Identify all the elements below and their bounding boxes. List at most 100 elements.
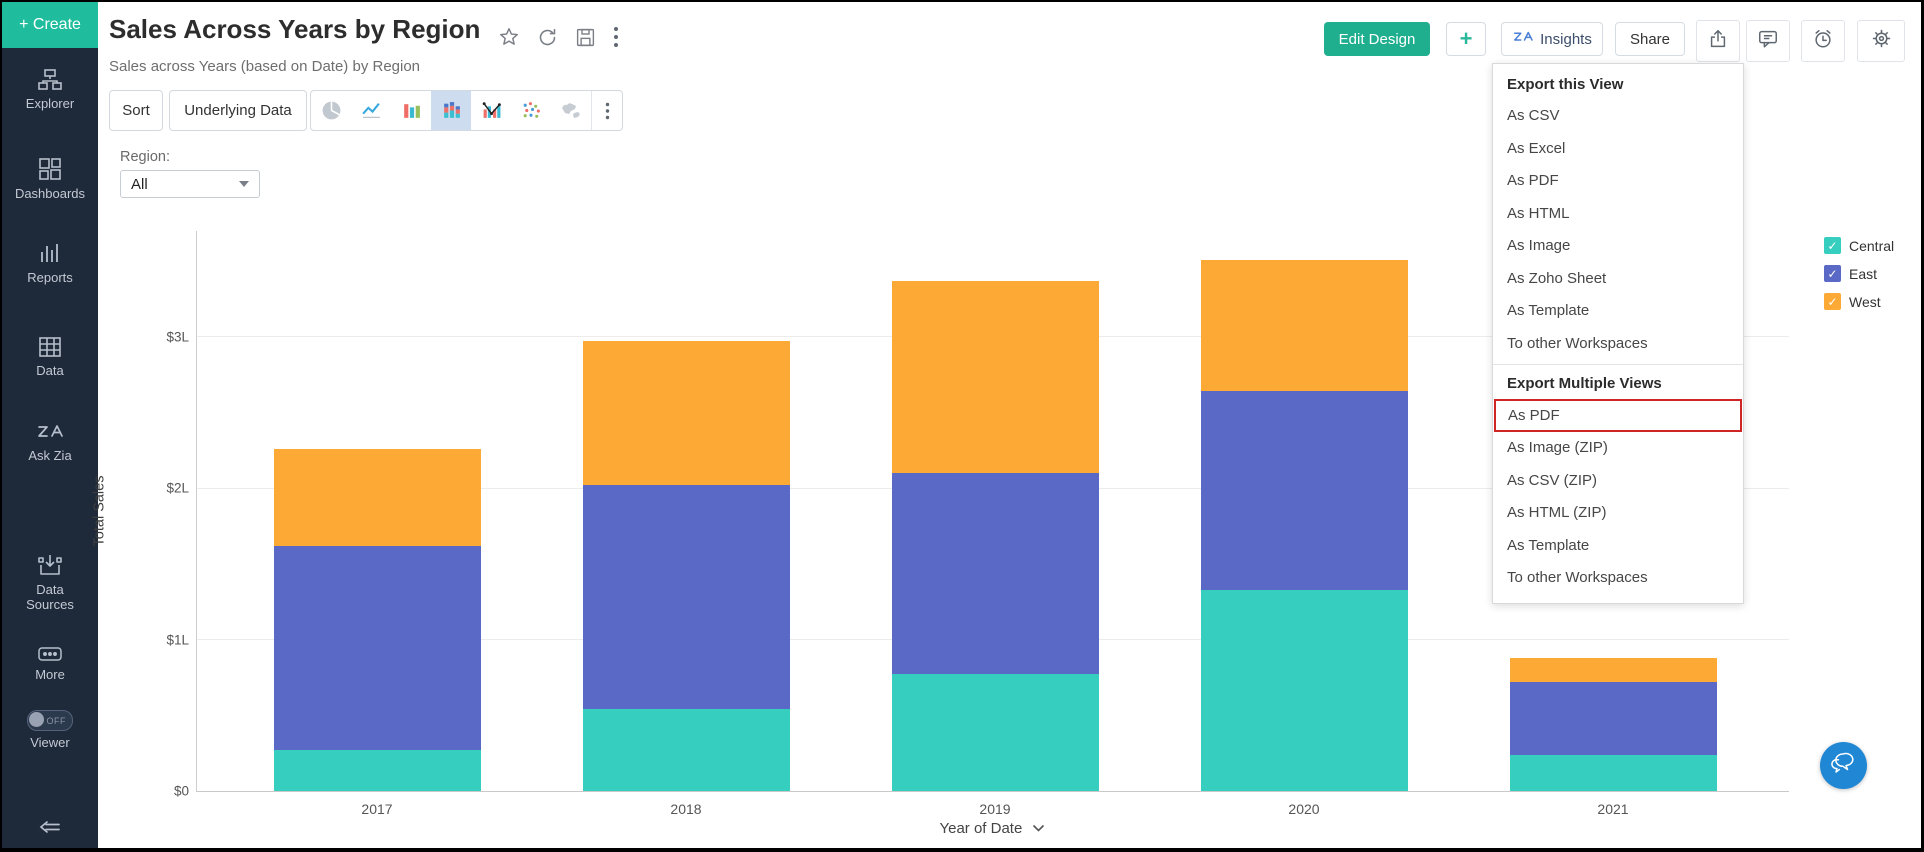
export-button[interactable] (1696, 20, 1740, 62)
page-title: Sales Across Years by Region (109, 14, 481, 44)
sidebar-item-label: Dashboards (14, 186, 86, 201)
x-tick-label: 2018 (670, 801, 702, 817)
y-tick-label: $2L (166, 480, 189, 496)
chart-type-stacked-bar-icon[interactable] (431, 91, 471, 130)
bar-2017-central[interactable] (273, 750, 481, 791)
sidebar-item-ask-zia[interactable]: Ask Zia (2, 420, 98, 463)
viewer-toggle-item: OFF Viewer (2, 710, 98, 750)
chart-legend: ✓ Central ✓ East ✓ West (1824, 237, 1894, 310)
export-multiple-section-title: Export Multiple Views (1507, 375, 1662, 392)
menu-item-multi-as-image-zip[interactable]: As Image (ZIP) (1507, 439, 1608, 456)
edit-design-button[interactable]: Edit Design (1324, 22, 1430, 56)
bar-2020-west[interactable] (1200, 259, 1408, 392)
bar-2020-east[interactable] (1200, 391, 1408, 590)
share-button[interactable]: Share (1615, 22, 1685, 56)
sidebar-item-data[interactable]: Data (2, 335, 98, 378)
title-action-icons (498, 26, 619, 48)
save-icon[interactable] (575, 27, 596, 48)
settings-button[interactable] (1857, 20, 1905, 62)
menu-item-multi-as-html-zip[interactable]: As HTML (ZIP) (1507, 504, 1607, 521)
underlying-data-button[interactable]: Underlying Data (169, 90, 307, 131)
chart-type-line-icon[interactable] (351, 91, 391, 130)
legend-item-central: ✓ Central (1824, 237, 1894, 254)
alerts-button[interactable] (1801, 20, 1845, 62)
menu-item-multi-to-other-workspaces[interactable]: To other Workspaces (1507, 569, 1648, 586)
sidebar-item-label: Data (36, 363, 64, 378)
sidebar-item-explorer[interactable]: Explorer (2, 68, 98, 111)
support-chat-button[interactable] (1820, 742, 1867, 789)
x-axis-title-label[interactable]: Year of Date (939, 820, 1023, 837)
bar-2017-west[interactable] (273, 448, 481, 546)
sidebar-item-label: Reports (27, 270, 73, 285)
sidebar-collapse-button[interactable] (2, 817, 98, 837)
sidebar-item-more[interactable]: More (2, 645, 98, 682)
collapse-arrow-icon (37, 817, 63, 837)
publish-icon (1707, 28, 1729, 55)
refresh-icon[interactable] (537, 27, 558, 48)
chart-type-pie-icon[interactable] (311, 91, 351, 130)
menu-item-as-excel[interactable]: As Excel (1507, 139, 1566, 157)
bar-2019-east[interactable] (891, 473, 1099, 675)
create-button[interactable]: + Create (2, 2, 98, 48)
bar-2019-central[interactable] (891, 674, 1099, 791)
chart-type-combo-icon[interactable] (471, 91, 511, 130)
bar-2021-west[interactable] (1509, 657, 1717, 682)
legend-item-west: ✓ West (1824, 293, 1894, 310)
bar-2017-east[interactable] (273, 545, 481, 751)
toggle-state-label: OFF (46, 716, 66, 726)
alarm-clock-icon (1812, 28, 1834, 55)
menu-item-as-pdf[interactable]: As PDF (1507, 172, 1559, 189)
sidebar-item-data-sources[interactable]: Data Sources (2, 552, 98, 612)
sidebar-item-dashboards[interactable]: Dashboards (2, 156, 98, 201)
menu-item-multi-as-pdf-highlighted[interactable]: As PDF (1494, 399, 1742, 432)
bar-2018-east[interactable] (582, 485, 790, 710)
stacked-bar-chart: $0 $1L $2L $3L 2017 2018 2019 2020 2021 (166, 231, 1789, 817)
legend-item-east: ✓ East (1824, 265, 1894, 282)
menu-item-multi-as-csv-zip[interactable]: As CSV (ZIP) (1507, 471, 1598, 489)
menu-item-multi-as-template[interactable]: As Template (1507, 536, 1590, 554)
chevron-down-icon (239, 181, 249, 187)
favorite-star-icon[interactable] (498, 26, 520, 48)
bar-2019-west[interactable] (891, 280, 1099, 474)
x-tick-label: 2021 (1597, 801, 1629, 817)
comments-button[interactable] (1746, 20, 1790, 62)
sidebar: + Create Explorer Dashboards (2, 2, 98, 848)
bar-2021-central[interactable] (1509, 754, 1717, 791)
grid-icon (37, 156, 63, 182)
viewer-toggle[interactable]: OFF (27, 710, 73, 731)
ellipsis-icon (36, 645, 64, 663)
bar-2018-central[interactable] (582, 709, 790, 791)
menu-item-as-zoho-sheet[interactable]: As Zoho Sheet (1507, 269, 1607, 287)
legend-checkbox-central[interactable]: ✓ (1824, 237, 1841, 254)
legend-label: East (1849, 265, 1878, 282)
import-icon (37, 552, 63, 578)
bar-2018-west[interactable] (582, 341, 790, 486)
menu-item-to-other-workspaces[interactable]: To other Workspaces (1507, 334, 1648, 352)
chat-bubbles-icon (1830, 750, 1858, 781)
bar-2020-central[interactable] (1200, 589, 1408, 791)
bar-2021-east[interactable] (1509, 682, 1717, 755)
region-filter-select[interactable]: All (120, 170, 260, 198)
chart-type-map-icon[interactable] (551, 91, 591, 130)
add-button[interactable]: + (1446, 22, 1486, 56)
insights-button[interactable]: Insights (1501, 22, 1603, 56)
legend-checkbox-east[interactable]: ✓ (1824, 265, 1841, 282)
title-kebab-icon[interactable] (613, 26, 619, 48)
toggle-knob (29, 712, 44, 727)
chart-type-bar-icon[interactable] (391, 91, 431, 130)
x-axis-dropdown-icon[interactable] (1032, 824, 1045, 833)
menu-item-as-html[interactable]: As HTML (1507, 204, 1570, 222)
menu-item-as-csv[interactable]: As CSV (1507, 107, 1560, 124)
legend-checkbox-west[interactable]: ✓ (1824, 293, 1841, 310)
chart-type-more-icon[interactable] (591, 91, 622, 130)
menu-item-as-template[interactable]: As Template (1507, 302, 1590, 319)
chart-type-scatter-icon[interactable] (511, 91, 551, 130)
viewer-label: Viewer (30, 735, 70, 750)
sort-button[interactable]: Sort (109, 90, 163, 131)
hierarchy-icon (37, 68, 63, 92)
menu-item-as-image[interactable]: As Image (1507, 237, 1571, 254)
sidebar-item-reports[interactable]: Reports (2, 240, 98, 285)
zia-icon (36, 420, 64, 444)
y-tick-label: $1L (166, 632, 189, 648)
x-tick-label: 2020 (1288, 801, 1320, 817)
